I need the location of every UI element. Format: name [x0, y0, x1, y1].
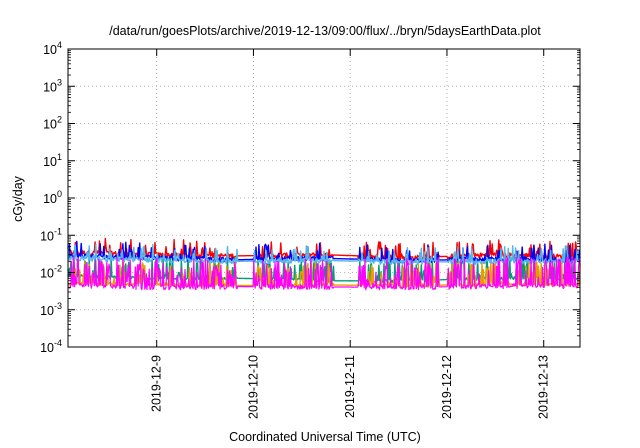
y-tick-label: 10-3: [40, 301, 62, 318]
chart-title: /data/run/goesPlots/archive/2019-12-13/0…: [109, 24, 541, 38]
x-tick-label: 2019-12-10: [246, 355, 260, 419]
y-tick-label: 102: [43, 115, 62, 132]
y-axis-label: cGy/day: [11, 175, 25, 222]
y-axis: 104 103 102 101 100 10-1 10-2 10-3 10-4: [40, 40, 580, 355]
data-series: [67, 237, 581, 291]
x-tick-label: 2019-12-11: [343, 355, 357, 418]
x-axis: 2019-12-9 2019-12-10 2019-12-11 2019-12-12 2…: [150, 49, 551, 419]
y-tick-label: 10-4: [40, 338, 62, 355]
series-line: [67, 243, 581, 266]
y-tick-label: 101: [43, 152, 62, 169]
x-tick-label: 2019-12-12: [440, 355, 454, 419]
y-tick-label: 100: [43, 189, 62, 206]
y-tick-label: 10-1: [40, 226, 62, 243]
x-tick-label: 2019-12-13: [537, 355, 551, 419]
y-tick-label: 103: [43, 77, 62, 94]
y-tick-label: 10-2: [40, 264, 62, 281]
x-tick-label: 2019-12-9: [150, 355, 164, 412]
x-axis-label: Coordinated Universal Time (UTC): [229, 430, 421, 444]
y-tick-label: 104: [43, 40, 62, 57]
series-line: [67, 256, 581, 291]
grid-lines: [68, 49, 580, 347]
